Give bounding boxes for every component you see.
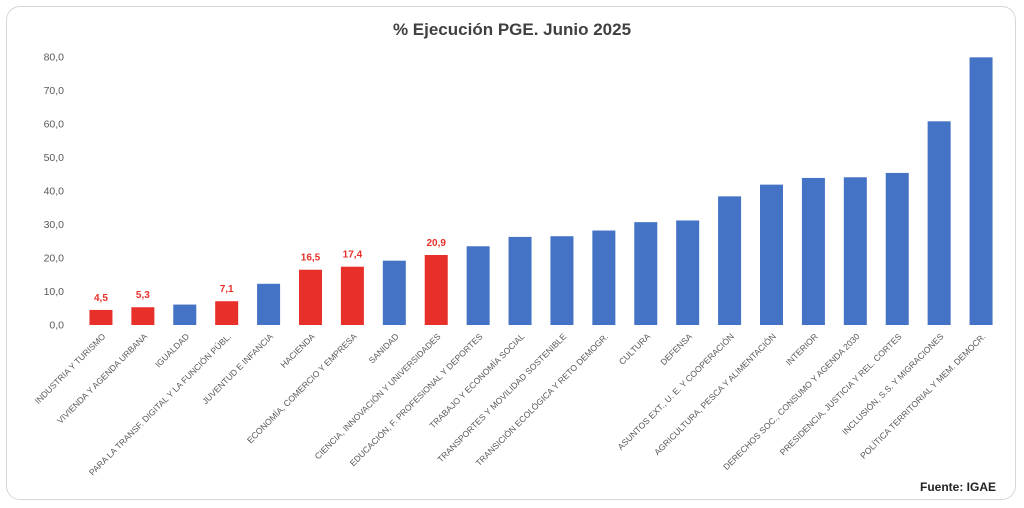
y-tick-label: 30,0 — [44, 219, 65, 231]
category-label: INDUSTRIA Y TURISMO — [33, 331, 108, 406]
bar — [550, 236, 574, 325]
y-tick-label: 60,0 — [44, 119, 65, 131]
y-axis: 0,0 10,0 20,0 30,0 40,0 50,0 60,0 70,0 80,0 — [44, 52, 65, 332]
category-label: JUVENTUD E INFANCIA — [200, 331, 275, 406]
bar — [131, 307, 155, 325]
source-note: Fuente: IGAE — [919, 480, 996, 494]
bar — [634, 222, 658, 325]
bar — [969, 57, 993, 326]
data-labels: 4,5 5,3 7,1 16,5 17,4 20,9 — [94, 238, 446, 304]
category-label: HACIENDA — [278, 331, 317, 370]
bar — [676, 220, 700, 325]
category-label: SANIDAD — [367, 331, 401, 365]
category-label: VIVIENDA Y AGENDA URBANA — [55, 331, 150, 426]
bar — [424, 254, 448, 325]
bar — [299, 269, 322, 325]
bars — [89, 57, 993, 326]
category-label: DEFENSA — [658, 331, 694, 367]
y-tick-label: 70,0 — [44, 85, 65, 97]
chart-title: % Ejecución PGE. Junio 2025 — [392, 20, 632, 39]
bar — [927, 121, 951, 325]
bar — [885, 172, 909, 325]
y-tick-label: 20,0 — [44, 253, 65, 265]
bar — [215, 301, 239, 325]
bar — [89, 309, 113, 325]
data-label: 20,9 — [426, 238, 446, 249]
category-label: CULTURA — [617, 331, 653, 367]
y-tick-label: 40,0 — [44, 186, 65, 198]
bar — [718, 196, 742, 325]
bar — [257, 283, 281, 325]
data-label: 4,5 — [94, 293, 108, 304]
bar — [801, 177, 825, 325]
bar — [760, 184, 783, 325]
category-label: PARA LA TRANSF. DIGITAL Y LA FUNCIÓN PÚB… — [87, 331, 233, 477]
bar — [340, 266, 364, 325]
bar — [592, 230, 616, 325]
bar — [508, 236, 532, 325]
y-tick-label: 0,0 — [49, 320, 64, 332]
data-label: 5,3 — [136, 290, 150, 301]
y-tick-label: 10,0 — [44, 286, 65, 298]
data-label: 16,5 — [301, 253, 321, 264]
category-label: IGUALDAD — [153, 331, 191, 369]
bar — [382, 260, 406, 325]
bar — [466, 246, 490, 325]
bar — [173, 304, 197, 325]
category-label: INTERIOR — [784, 331, 820, 367]
y-tick-label: 80,0 — [44, 52, 65, 64]
y-tick-label: 50,0 — [44, 152, 65, 164]
data-label: 7,1 — [220, 284, 234, 295]
data-label: 17,4 — [343, 250, 363, 261]
bar — [843, 177, 867, 325]
